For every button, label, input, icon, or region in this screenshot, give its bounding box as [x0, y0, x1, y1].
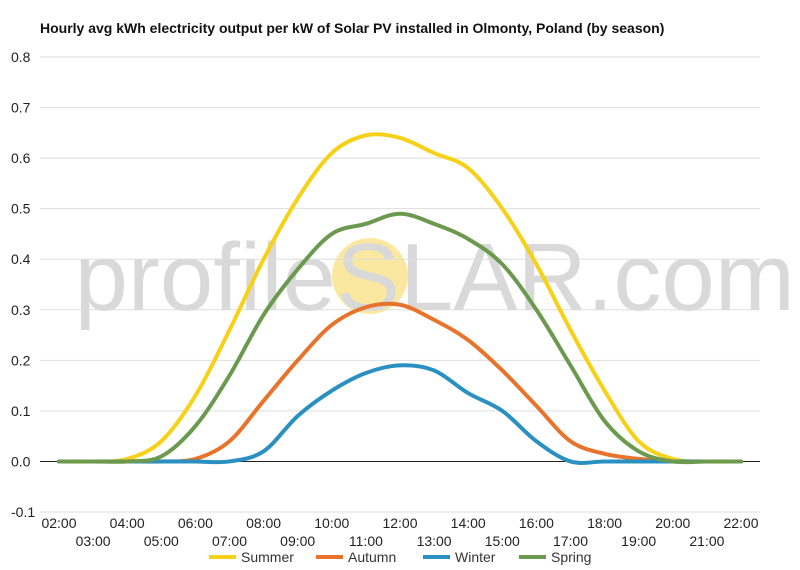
legend: Summer Autumn Winter Spring: [209, 549, 591, 565]
x-tick-label: 22:00: [723, 515, 758, 531]
chart-title: Hourly avg kWh electricity output per kW…: [40, 20, 664, 36]
x-tick-label: 19:00: [621, 533, 656, 549]
x-tick-label: 17:00: [553, 533, 588, 549]
series-lines: [57, 132, 743, 465]
legend-label-spring: Spring: [551, 549, 591, 565]
x-tick-label: 15:00: [485, 533, 520, 549]
y-tick-label: 0.8: [11, 49, 31, 65]
y-axis: 0.8 0.7 0.6 0.5 0.4 0.3 0.2 0.1 0.0 -0.1: [11, 49, 35, 520]
x-tick-label: 06:00: [178, 515, 213, 531]
x-tick-label: 04:00: [110, 515, 145, 531]
y-tick-label: 0.7: [11, 100, 31, 116]
watermark: profileS LAR.com: [75, 224, 795, 331]
y-tick-label: 0.0: [11, 453, 31, 469]
legend-label-summer: Summer: [241, 549, 294, 565]
x-tick-label: 03:00: [76, 533, 111, 549]
watermark-sun: [332, 238, 408, 314]
x-tick-label: 11:00: [349, 533, 383, 549]
series-line-winter: [57, 363, 743, 465]
legend-label-winter: Winter: [455, 549, 496, 565]
y-tick-label: 0.2: [11, 352, 31, 368]
x-tick-label: 07:00: [212, 533, 247, 549]
x-tick-label: 08:00: [246, 515, 281, 531]
x-tick-label: 10:00: [314, 515, 349, 531]
series-line-spring: [57, 211, 743, 465]
x-tick-label: 13:00: [417, 533, 452, 549]
x-tick-label: 18:00: [587, 515, 622, 531]
y-tick-label: 0.5: [11, 201, 31, 217]
y-tick-label: -0.1: [11, 504, 35, 520]
y-tick-label: 0.3: [11, 302, 31, 318]
x-tick-label: 09:00: [280, 533, 315, 549]
y-tick-label: 0.1: [11, 403, 31, 419]
x-tick-label: 02:00: [41, 515, 76, 531]
watermark-text-right: LAR.com: [400, 224, 795, 331]
legend-label-autumn: Autumn: [348, 549, 396, 565]
y-tick-label: 0.4: [11, 251, 31, 267]
x-tick-label: 12:00: [382, 515, 417, 531]
series-line-summer: [57, 132, 743, 464]
x-tick-label: 16:00: [519, 515, 554, 531]
y-tick-label: 0.6: [11, 150, 31, 166]
x-tick-label: 05:00: [144, 533, 179, 549]
x-tick-label: 14:00: [451, 515, 486, 531]
x-tick-label: 21:00: [689, 533, 724, 549]
x-tick-label: 20:00: [655, 515, 690, 531]
